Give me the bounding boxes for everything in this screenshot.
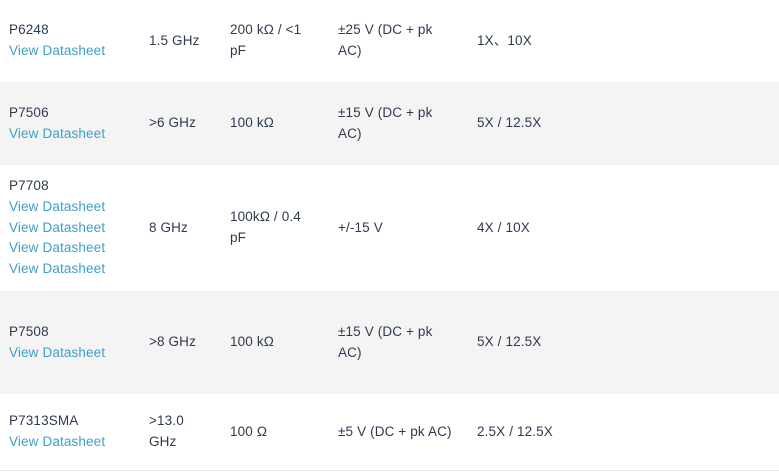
- impedance-cell: 100kΩ / 0.4 pF: [230, 209, 301, 245]
- bandwidth-cell: >6 GHz: [149, 115, 196, 131]
- view-datasheet-link[interactable]: View Datasheet: [9, 219, 106, 235]
- view-datasheet-link[interactable]: View Datasheet: [9, 240, 106, 256]
- model-cell: P7313SMA View Datasheet: [0, 394, 137, 471]
- impedance-cell: 100 Ω: [218, 394, 328, 471]
- model-cell: P7506 View Datasheet: [0, 82, 137, 165]
- model-cell: P7508 View Datasheet: [0, 291, 137, 394]
- view-datasheet-link[interactable]: View Datasheet: [9, 434, 106, 449]
- bandwidth-cell: 8 GHz: [149, 219, 188, 235]
- voltage-cell: +/-15 V: [338, 219, 383, 235]
- voltage-cell: ±15 V (DC + pk AC): [338, 104, 433, 141]
- table-row: P7506 View Datasheet >6 GHz 100 kΩ ±15 V…: [0, 82, 779, 165]
- attenuation-cell: 2.5X / 12.5X: [467, 394, 779, 471]
- attenuation-cell: 5X / 12.5X: [477, 115, 542, 131]
- attenuation-cell: 4X / 10X: [477, 219, 530, 235]
- impedance-cell: 100 kΩ: [230, 334, 274, 350]
- bandwidth-cell: >13.0 GHz: [137, 394, 218, 471]
- bandwidth-cell: >8 GHz: [149, 334, 196, 350]
- view-datasheet-link[interactable]: View Datasheet: [9, 261, 106, 277]
- impedance-cell: 200 kΩ / <1 pF: [230, 22, 302, 58]
- view-datasheet-link[interactable]: View Datasheet: [9, 198, 106, 214]
- bandwidth-cell: 1.5 GHz: [149, 32, 200, 48]
- table-row: P7508 View Datasheet >8 GHz 100 kΩ ±15 V…: [0, 291, 779, 394]
- view-datasheet-link[interactable]: View Datasheet: [9, 125, 106, 141]
- model-name: P7508: [9, 323, 49, 339]
- voltage-cell: ±15 V (DC + pk AC): [338, 323, 433, 360]
- attenuation-cell: 1X、10X: [477, 32, 532, 48]
- attenuation-cell: 5X / 12.5X: [477, 334, 542, 350]
- view-datasheet-link[interactable]: View Datasheet: [9, 344, 106, 360]
- voltage-cell: ±5 V (DC + pk AC): [328, 394, 467, 471]
- model-name: P7708: [9, 177, 49, 193]
- table-row: P6248 View Datasheet 1.5 GHz 200 kΩ / <1…: [0, 0, 779, 82]
- model-cell: P6248 View Datasheet: [0, 0, 137, 82]
- model-name: P7313SMA: [9, 413, 79, 429]
- impedance-cell: 100 kΩ: [230, 115, 274, 131]
- table-row: P7708 View Datasheet View Datasheet View…: [0, 165, 779, 291]
- view-datasheet-link[interactable]: View Datasheet: [9, 43, 106, 58]
- voltage-cell: ±25 V (DC + pk AC): [338, 22, 433, 58]
- model-cell: P7708 View Datasheet View Datasheet View…: [0, 165, 137, 291]
- model-name: P7506: [9, 104, 49, 120]
- table-row: P7313SMA View Datasheet >13.0 GHz 100 Ω …: [0, 394, 779, 471]
- model-name: P6248: [9, 22, 49, 38]
